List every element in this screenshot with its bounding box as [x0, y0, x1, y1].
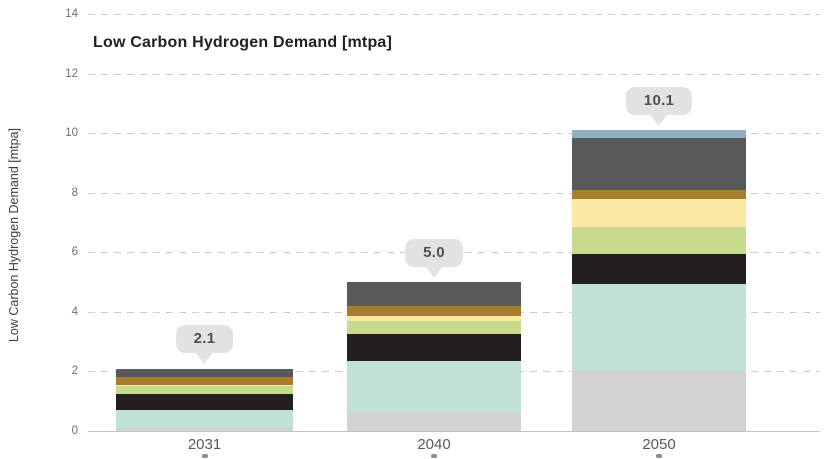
- y-tick-label: 14: [65, 8, 78, 20]
- stacked-bar: [572, 129, 746, 431]
- black-segment: [347, 334, 521, 361]
- ochre-segment: [347, 305, 521, 317]
- green-segment: [116, 386, 293, 394]
- black-segment: [116, 393, 293, 411]
- ochre-segment: [116, 377, 293, 385]
- yellow-segment: [116, 384, 293, 387]
- x-label-cutoff-mark: [201, 454, 208, 458]
- light-gray-segment: [116, 428, 293, 431]
- teal-segment: [116, 410, 293, 429]
- green-segment: [572, 227, 746, 254]
- yellow-segment: [347, 316, 521, 321]
- yellow-segment: [572, 198, 746, 227]
- x-tick-label: 2050: [642, 436, 676, 453]
- green-segment: [347, 320, 521, 335]
- y-tick-label: 6: [71, 246, 78, 259]
- bubble-pointer-icon: [650, 113, 668, 126]
- bubble-pointer-icon: [195, 352, 214, 365]
- light-gray-segment: [572, 371, 746, 431]
- light-gray-segment: [347, 411, 521, 431]
- y-tick-label: 4: [71, 305, 78, 318]
- y-tick-label: 8: [71, 186, 78, 199]
- stacked-bar: [116, 368, 293, 431]
- bubble-pointer-icon: [424, 266, 443, 279]
- teal-segment: [347, 361, 521, 412]
- x-axis-line: [88, 431, 820, 432]
- total-label-bubble: 5.0: [405, 239, 463, 279]
- y-tick-label: 12: [65, 67, 78, 80]
- blue-gray-segment: [572, 129, 746, 138]
- y-tick-label: 0: [71, 425, 78, 437]
- y-tick-label: 10: [65, 127, 78, 140]
- y-tick-label: 2: [71, 365, 78, 378]
- dark-gray-segment: [347, 282, 521, 306]
- ochre-segment: [572, 189, 746, 199]
- teal-segment: [572, 283, 746, 372]
- total-label-bubble: 2.1: [175, 325, 234, 365]
- x-label-cutoff-mark: [431, 454, 437, 458]
- gridline: [88, 133, 820, 135]
- total-label-bubble: 10.1: [625, 86, 693, 126]
- black-segment: [572, 253, 746, 284]
- stacked-bar: [347, 282, 521, 431]
- dark-gray-segment: [572, 137, 746, 190]
- y-axis-title: Low Carbon Hydrogen Demand [mtpa]: [7, 128, 21, 343]
- x-tick-label: 2031: [187, 436, 222, 453]
- x-tick-label: 2040: [417, 436, 451, 453]
- chart-title: Low Carbon Hydrogen Demand [mtpa]: [93, 34, 393, 51]
- gridline: [88, 192, 820, 194]
- dark-gray-segment: [116, 368, 293, 378]
- gridline: [88, 73, 820, 75]
- x-label-cutoff-mark: [656, 454, 662, 458]
- gridline: [88, 14, 820, 15]
